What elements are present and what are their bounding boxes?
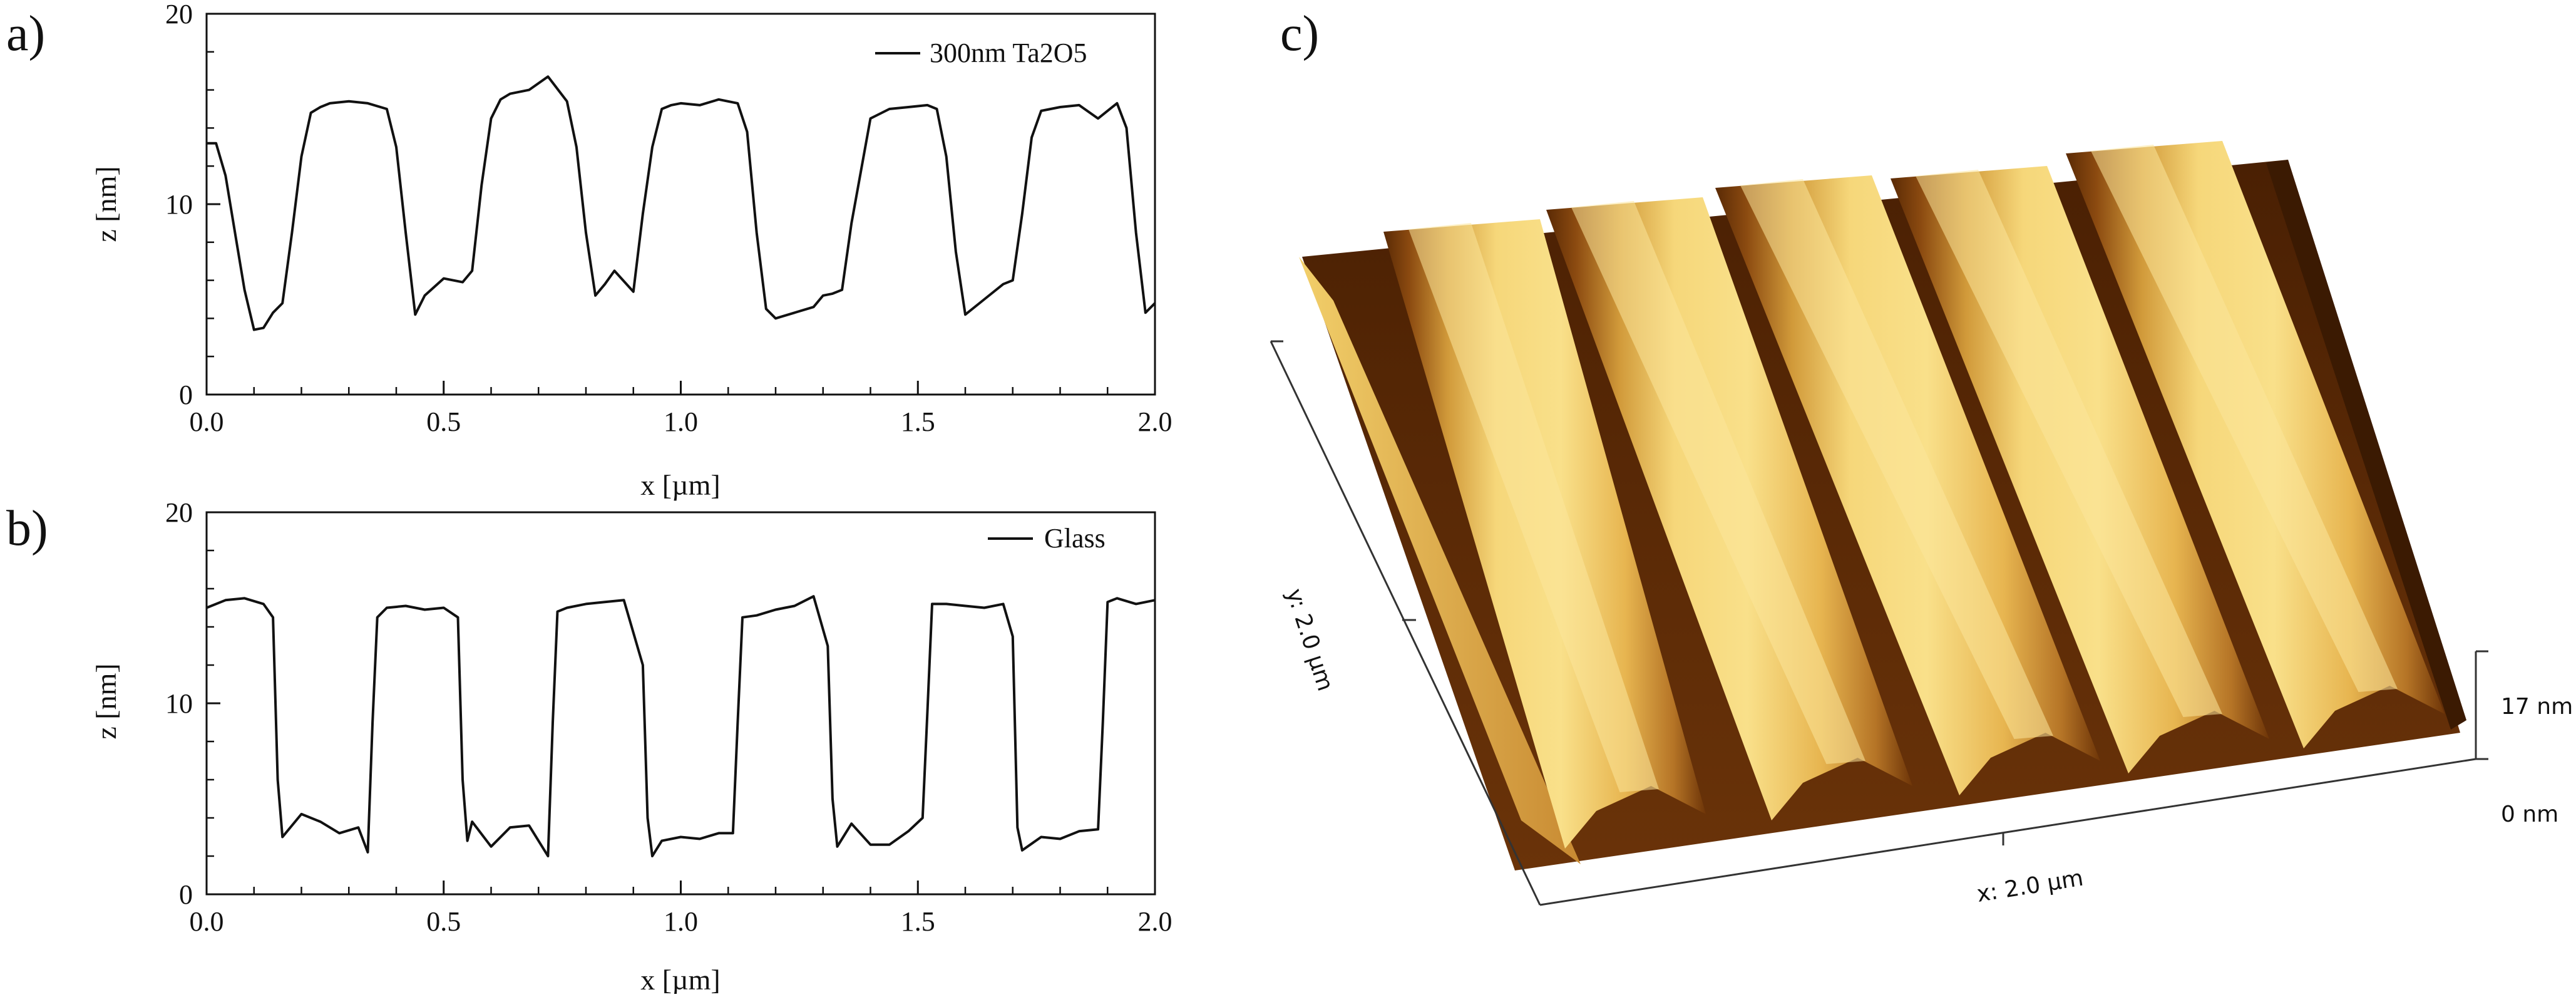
panel-b-ylabel: z [nm] bbox=[90, 663, 122, 739]
panel-b-xlabel: x [µm] bbox=[640, 964, 720, 994]
afm-surface-left-edge bbox=[1299, 257, 1581, 864]
afm-ridge-highlight-4 bbox=[1916, 170, 2222, 717]
afm-z-max-label: 17 nm bbox=[2501, 694, 2573, 720]
panel-a-tick-labels: 0.0 0.5 1.0 1.5 2.0 0 10 20 bbox=[165, 0, 1173, 437]
panel-a-xlabel: x [µm] bbox=[640, 469, 720, 501]
afm-surface-stripes bbox=[1383, 141, 2445, 849]
afm-x-axis-line bbox=[1539, 758, 2476, 906]
panel-b-legend-label: Glass bbox=[1044, 523, 1106, 554]
panel-a-letter: a) bbox=[6, 6, 45, 61]
panel-b-x-tick-label: 1.0 bbox=[664, 906, 698, 937]
panel-b-x-tick-label: 0.5 bbox=[426, 906, 461, 937]
panel-b-series-line-glass bbox=[206, 595, 1156, 857]
panel-b-ticks bbox=[205, 511, 1156, 896]
afm-ridge-highlight-2 bbox=[1571, 201, 1865, 764]
panel-b-y-tick-label: 20 bbox=[165, 497, 193, 528]
panel-a-legend: 300nm Ta2O5 bbox=[875, 38, 1087, 68]
panel-b-y-tick-label: 10 bbox=[165, 688, 193, 719]
afm-y-axis-line bbox=[1270, 341, 1541, 906]
panel-b-letter: b) bbox=[6, 501, 48, 556]
afm-z-min-label: 0 nm bbox=[2501, 802, 2558, 827]
panel-a-legend-label: 300nm Ta2O5 bbox=[930, 38, 1087, 68]
panel-a-y-tick-label: 0 bbox=[179, 380, 193, 410]
panel-a-ticks bbox=[205, 13, 1156, 396]
panel-a-y-tick-label: 10 bbox=[165, 189, 193, 220]
panel-b-y-tick-label: 0 bbox=[179, 879, 193, 910]
panel-a: a) 0.0 0.5 1.0 1.5 2.0 0 10 20 z [nm] x [µm] 30… bbox=[6, 0, 1173, 501]
panel-a-series-line-300nm-ta2o5 bbox=[207, 75, 1156, 331]
afm-ridge-highlight-5 bbox=[2091, 145, 2398, 692]
panel-b-tick-labels: 0.0 0.5 1.0 1.5 2.0 0 10 20 bbox=[165, 497, 1173, 937]
panel-c-afm-image: c) y: 2.0 µm x: 2.0 µm 17 nm 0 nm bbox=[1270, 6, 2573, 907]
panel-a-plot-frame bbox=[205, 13, 1156, 396]
panel-b: b) 0.0 0.5 1.0 1.5 2.0 0 10 20 z [nm] x [µm] Gl… bbox=[6, 497, 1173, 996]
panel-a-ylabel: z [nm] bbox=[90, 166, 122, 242]
panel-b-x-tick-label: 1.5 bbox=[901, 906, 935, 937]
panel-a-x-tick-label: 1.0 bbox=[664, 406, 698, 437]
afm-surface-right-edge bbox=[2266, 160, 2466, 730]
panel-c-letter: c) bbox=[1280, 6, 1319, 61]
afm-ridge-highlight-1 bbox=[1409, 223, 1659, 792]
panel-b-x-tick-label: 0.0 bbox=[190, 906, 224, 937]
panel-b-x-tick-label: 2.0 bbox=[1138, 906, 1173, 937]
panel-a-x-tick-label: 0.5 bbox=[426, 406, 461, 437]
afm-y-axis-label: y: 2.0 µm bbox=[1281, 586, 1338, 694]
panel-b-legend: Glass bbox=[988, 523, 1106, 554]
afm-ridge-highlight-3 bbox=[1740, 179, 2053, 739]
afm-x-axis-label: x: 2.0 µm bbox=[1975, 865, 2085, 907]
panel-a-x-tick-label: 0.0 bbox=[190, 406, 224, 437]
panel-a-x-tick-label: 1.5 bbox=[901, 406, 935, 437]
panel-a-x-tick-label: 2.0 bbox=[1138, 406, 1173, 437]
panel-a-y-tick-label: 20 bbox=[165, 0, 193, 29]
